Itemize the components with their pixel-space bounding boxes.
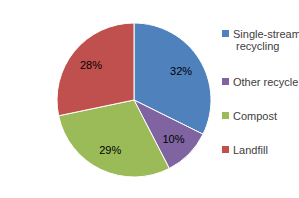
data-label: 10% bbox=[162, 133, 184, 145]
data-label: 32% bbox=[170, 65, 192, 77]
pie bbox=[57, 23, 211, 177]
legend-label: Landfill bbox=[233, 144, 268, 156]
data-label: 28% bbox=[80, 59, 102, 71]
data-label: 29% bbox=[99, 144, 121, 156]
legend-label: Single-stream recycling bbox=[233, 28, 299, 52]
legend-label: Compost bbox=[233, 110, 277, 122]
legend: Single-stream recycling Other recycle Comp… bbox=[222, 28, 299, 156]
legend-swatch bbox=[222, 30, 229, 37]
legend-label: Other recycle bbox=[233, 76, 298, 88]
chart: 32% 10% 29% 28% Single-stream recycling Other… bbox=[0, 0, 299, 198]
legend-swatch bbox=[222, 112, 229, 119]
legend-swatch bbox=[222, 78, 229, 85]
pie-slice bbox=[57, 23, 134, 116]
legend-swatch bbox=[222, 146, 229, 153]
